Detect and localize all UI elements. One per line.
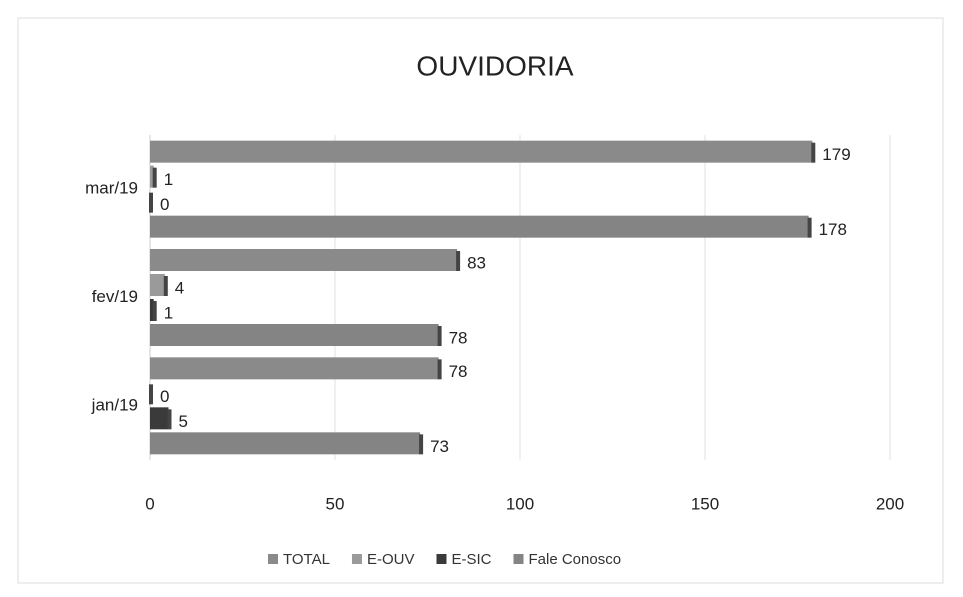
bar [150,357,439,380]
bar [150,432,421,455]
value-label: 4 [175,278,184,297]
bar-side [149,384,153,405]
bar-side [149,192,153,213]
x-tick-label: 150 [691,494,719,513]
bar [150,165,154,188]
bar [150,407,169,430]
bar-side [437,326,442,346]
x-tick-label: 50 [326,494,345,513]
legend-swatch [436,554,447,564]
y-tick-label: jan/19 [91,395,138,414]
bar [150,274,165,296]
x-tick-label: 0 [145,494,154,513]
legend-swatch [268,554,278,564]
value-label: 1 [164,303,173,322]
bar-side [167,409,172,430]
bar-side [811,142,816,163]
value-label: 1 [164,170,173,189]
y-tick-label: mar/19 [85,179,138,198]
value-label: 0 [160,387,169,406]
bar-side [456,251,461,271]
x-tick-label: 200 [876,494,904,513]
legend-swatch [513,554,524,564]
bar-side [419,434,424,455]
bar-side [152,301,157,321]
bar [150,324,439,346]
legend-swatch [351,554,362,564]
value-label: 178 [819,220,847,239]
legend-label: TOTAL [283,551,330,568]
bar-side [163,276,168,296]
value-label: 179 [822,145,850,164]
chart-frame [17,17,944,584]
bar [150,249,458,271]
chart-title: OUVIDORIA [416,50,573,81]
bar-side [152,167,157,188]
bar-side [807,217,812,238]
legend-label: E-SIC [451,551,491,568]
bar [150,215,809,238]
bar-side [437,359,442,380]
value-label: 0 [160,195,169,214]
value-label: 73 [430,437,449,456]
value-label: 78 [449,328,468,347]
value-label: 5 [179,412,188,431]
value-label: 83 [467,253,486,272]
y-tick-label: fev/19 [92,287,138,306]
value-label: 78 [449,362,468,381]
legend-label: Fale Conosco [529,551,622,568]
x-tick-label: 100 [506,494,534,513]
bar [150,299,154,321]
legend-label: E-OUV [367,551,415,568]
bar [150,140,813,163]
